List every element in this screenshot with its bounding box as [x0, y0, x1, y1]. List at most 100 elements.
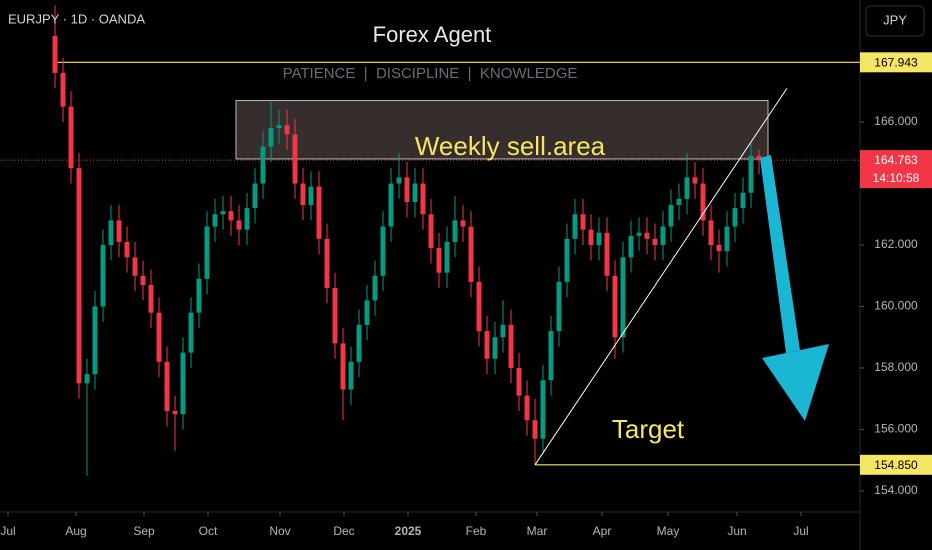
candle-body — [564, 238, 570, 282]
level-label: 154.850 — [874, 458, 918, 472]
candle-body — [356, 324, 362, 362]
candle-body — [724, 226, 730, 252]
candle-body — [316, 186, 322, 239]
y-tick-label: 166.000 — [874, 114, 918, 128]
candle-body — [100, 245, 106, 307]
candle-body — [668, 205, 674, 227]
candle-body — [156, 312, 162, 362]
candle-body — [596, 232, 602, 246]
candle-body — [388, 183, 394, 227]
candle-body — [660, 226, 666, 246]
candle-body — [452, 220, 458, 242]
candle-body — [644, 232, 650, 239]
x-tick-label: May — [657, 524, 680, 538]
candle-body — [220, 211, 226, 215]
candle-body — [620, 257, 626, 338]
candle-body — [460, 220, 466, 227]
candle-body — [340, 343, 346, 390]
candle-body — [68, 106, 74, 169]
countdown: 14:10:58 — [873, 171, 920, 185]
candle-body — [580, 214, 586, 230]
x-tick-label: Oct — [199, 524, 218, 538]
candle-body — [436, 248, 442, 273]
candle-body — [468, 226, 474, 282]
currency[interactable]: JPY — [883, 12, 907, 27]
candle-body — [148, 284, 154, 313]
x-tick-label: Jul — [793, 524, 808, 538]
candle-body — [236, 220, 242, 230]
candle-body — [412, 183, 418, 202]
subtitle: PATIENCE | DISCIPLINE | KNOWLEDGE — [283, 65, 578, 82]
candle-body — [196, 278, 202, 313]
x-tick-label: Sep — [133, 524, 155, 538]
candle-body — [484, 331, 490, 359]
candle-body — [516, 367, 522, 396]
candle-body — [492, 337, 498, 359]
candle-body — [268, 128, 274, 147]
candle-body — [284, 125, 290, 135]
x-tick-label: Feb — [466, 524, 487, 538]
candle-body — [188, 312, 194, 353]
candle-body — [92, 306, 98, 375]
x-tick-label: Jun — [727, 524, 746, 538]
currency-button[interactable] — [865, 5, 925, 37]
candle-body — [172, 411, 178, 415]
candle-body — [140, 275, 146, 285]
candle-body — [332, 288, 338, 344]
y-tick-label: 158.000 — [874, 360, 918, 374]
last-price-tag — [860, 150, 932, 189]
sell-zone — [235, 100, 769, 160]
candle-body — [540, 380, 546, 439]
candle-body — [652, 238, 658, 246]
candle-body — [124, 241, 130, 258]
candle-body — [588, 229, 594, 246]
candle-body — [276, 125, 282, 129]
plot — [0, 5, 860, 476]
candle-body — [676, 198, 682, 206]
candle-body — [444, 241, 450, 273]
candle-body — [212, 214, 218, 227]
arrow-head — [762, 344, 829, 421]
candle-body — [348, 361, 354, 390]
y-tick-label: 156.000 — [874, 422, 918, 436]
candle-body — [180, 352, 186, 415]
chart-title: Forex Agent — [373, 22, 492, 47]
level-label: 167.943 — [874, 55, 918, 69]
zone-label: Weekly sell.area — [415, 131, 606, 161]
candle-body — [700, 183, 706, 221]
candle-body — [372, 275, 378, 301]
x-tick-label: Dec — [333, 524, 354, 538]
candle-body — [260, 146, 266, 184]
candle-body — [52, 35, 58, 73]
y-tick-label: 162.000 — [874, 237, 918, 251]
candle-body — [684, 177, 690, 199]
level-tag — [860, 454, 932, 475]
candle-body — [164, 361, 170, 412]
candle-body — [716, 245, 722, 252]
candle-body — [524, 395, 530, 421]
x-tick-label: 2025 — [395, 524, 422, 538]
candle-body — [292, 134, 298, 184]
x-tick-label: Aug — [65, 524, 86, 538]
candle-body — [228, 211, 234, 221]
candle-body — [116, 220, 122, 242]
candle-body — [708, 220, 714, 246]
candle-body — [380, 226, 386, 276]
candle-body — [732, 208, 738, 227]
candle-body — [628, 235, 634, 258]
x-tick-label: Apr — [593, 524, 612, 538]
candle-body — [740, 192, 746, 209]
y-tick-label: 160.000 — [874, 299, 918, 313]
candle-body — [692, 177, 698, 184]
candle-body — [532, 420, 538, 439]
candle-body — [612, 275, 618, 338]
candle-body — [548, 331, 554, 381]
candle-body — [308, 186, 314, 206]
level-tag — [860, 52, 932, 73]
target-label: Target — [612, 414, 685, 444]
last-price-label: 164.763 — [874, 153, 918, 167]
candle-body — [500, 324, 506, 338]
candle-body — [396, 177, 402, 184]
